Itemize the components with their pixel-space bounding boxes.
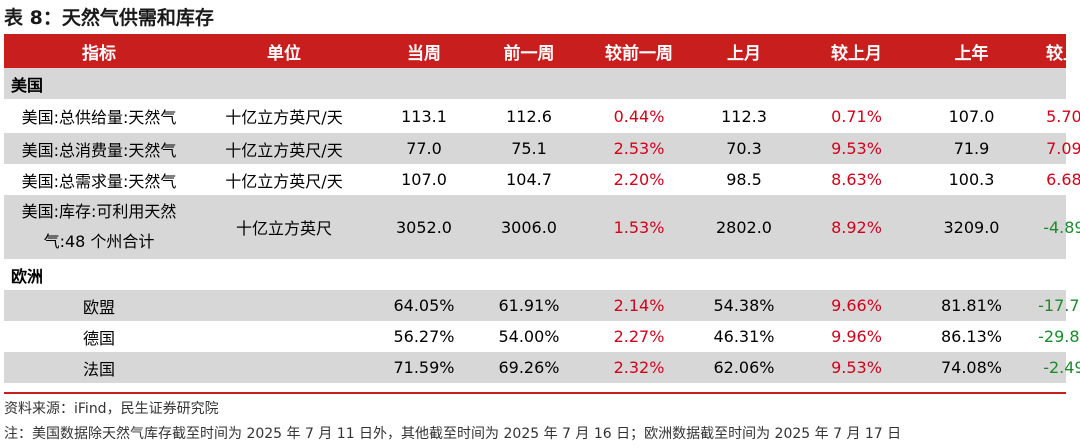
col-header-last-month: 上月 — [727, 43, 761, 64]
row-vs-prev-week: 2.14% — [613, 296, 665, 315]
row-prev-week: 112.6 — [506, 106, 552, 126]
col-header-prev-week: 前一周 — [503, 43, 555, 64]
row-last-month: 70.3 — [726, 139, 762, 158]
row-vs-last-year: 7.09% — [1046, 139, 1080, 158]
row-vs-last-year: 6.68% — [1046, 170, 1080, 189]
row-indicator: 欧盟 — [82, 297, 115, 317]
row-unit: 十亿立方英尺/天 — [225, 108, 343, 127]
row-prev-week: 75.1 — [511, 139, 547, 158]
row-vs-last-year: -29.86% — [1038, 327, 1080, 346]
row-last-year: 100.3 — [948, 170, 995, 189]
row-this-week: 3052.0 — [396, 217, 452, 237]
row-this-week: 113.1 — [401, 106, 447, 126]
row-indicator: 美国:总需求量:天然气 — [21, 171, 177, 191]
row-last-month: 98.5 — [726, 170, 762, 189]
row-vs-prev-week: 2.27% — [613, 327, 665, 346]
col-header-unit: 单位 — [267, 43, 301, 64]
section-header-usa: 美国 — [4, 68, 1066, 99]
table-row: 美国:总供给量:天然气 十亿立方英尺/天 113.1 112.6 0.44% 1… — [4, 99, 1080, 133]
row-this-week: 107.0 — [401, 170, 447, 189]
col-header-vs-last-month: 较上月 — [831, 43, 882, 64]
table-header: 指标 单位 当周 前一周 较前一周 上月 较上月 上年 较上年 — [4, 34, 1080, 68]
row-vs-last-year: -4.89% — [1043, 217, 1080, 237]
row-indicator: 美国:总供给量:天然气 — [21, 108, 177, 127]
row-indicator: 法国 — [82, 359, 115, 379]
row-last-month: 46.31% — [713, 327, 775, 346]
row-vs-prev-week: 0.44% — [613, 106, 665, 126]
row-last-year: 71.9 — [953, 139, 990, 158]
row-prev-week: 54.00% — [498, 327, 560, 346]
table-row: 美国:库存:可利用天然气:48 个州合计 十亿立方英尺 3052.0 3006.… — [4, 195, 1080, 259]
row-this-week: 71.59% — [393, 358, 455, 377]
row-unit: 十亿立方英尺/天 — [225, 140, 343, 160]
row-vs-last-month: 8.63% — [831, 170, 882, 189]
row-last-year: 107.0 — [948, 106, 995, 126]
table-bottom-rule — [4, 392, 1066, 394]
row-prev-week: 104.7 — [506, 170, 552, 189]
col-header-last-year: 上年 — [954, 43, 989, 64]
natural-gas-table: 指标 单位 当周 前一周 较前一周 上月 较上月 上年 较上年 美国 美国:总供… — [4, 34, 1080, 383]
row-vs-last-year: -2.49% — [1043, 358, 1080, 377]
table-row: 德国 56.27% 54.00% 2.27% 46.31% 9.96% 86.1… — [4, 321, 1080, 352]
row-last-year: 3209.0 — [943, 217, 1000, 237]
row-vs-last-month: 0.71% — [831, 106, 882, 126]
row-vs-last-month: 8.92% — [831, 217, 882, 237]
row-prev-week: 3006.0 — [501, 217, 557, 237]
row-this-week: 56.27% — [393, 327, 455, 346]
table-row: 美国:总需求量:天然气 十亿立方英尺/天 107.0 104.7 2.20% 9… — [4, 164, 1080, 195]
row-vs-last-year: -17.77% — [1038, 296, 1080, 315]
row-vs-prev-week: 2.32% — [613, 358, 665, 377]
table-row: 美国:总消费量:天然气 十亿立方英尺/天 77.0 75.1 2.53% 70.… — [4, 133, 1080, 164]
row-vs-last-month: 9.53% — [831, 358, 882, 377]
row-last-year: 81.81% — [940, 296, 1002, 315]
col-header-this-week: 当周 — [407, 43, 441, 64]
row-last-year: 86.13% — [940, 327, 1002, 346]
row-last-month: 62.06% — [713, 358, 775, 377]
row-vs-last-month: 9.96% — [831, 327, 882, 346]
col-header-indicator: 指标 — [82, 43, 116, 64]
row-last-year: 74.08% — [940, 358, 1002, 377]
section-header-europe: 欧洲 — [11, 266, 44, 286]
row-this-week: 77.0 — [406, 139, 442, 158]
row-vs-prev-week: 2.20% — [613, 170, 665, 189]
row-this-week: 64.05% — [393, 296, 455, 315]
source-note: 资料来源：iFind，民生证券研究院 — [4, 401, 219, 417]
col-header-vs-last-year: 较上年 — [1046, 43, 1080, 64]
row-vs-prev-week: 2.53% — [613, 139, 665, 158]
table-row: 法国 71.59% 69.26% 2.32% 62.06% 9.53% 74.0… — [4, 352, 1080, 383]
row-vs-prev-week: 1.53% — [613, 217, 665, 237]
row-vs-last-month: 9.66% — [831, 296, 882, 315]
row-last-month: 112.3 — [721, 106, 767, 126]
row-prev-week: 69.26% — [498, 358, 560, 377]
row-vs-last-year: 5.70% — [1046, 106, 1080, 126]
row-last-month: 54.38% — [713, 296, 775, 315]
row-indicator: 德国 — [82, 328, 115, 348]
row-indicator: 美国:库存:可利用天然气:48 个州合计 — [21, 202, 177, 251]
table-title: 表 8：天然气供需和库存 — [4, 7, 214, 29]
footnote: 注：美国数据除天然气库存截至时间为 2025 年 7 月 11 日外，其他截至时… — [4, 426, 902, 442]
row-prev-week: 61.91% — [498, 296, 560, 315]
row-unit: 十亿立方英尺 — [235, 219, 332, 238]
row-indicator: 美国:总消费量:天然气 — [21, 140, 177, 160]
row-vs-last-month: 9.53% — [831, 139, 882, 158]
row-unit: 十亿立方英尺/天 — [225, 171, 343, 191]
row-last-month: 2802.0 — [716, 217, 772, 237]
table-row: 欧盟 64.05% 61.91% 2.14% 54.38% 9.66% 81.8… — [4, 290, 1080, 321]
col-header-vs-prev-week: 较前一周 — [605, 43, 673, 64]
